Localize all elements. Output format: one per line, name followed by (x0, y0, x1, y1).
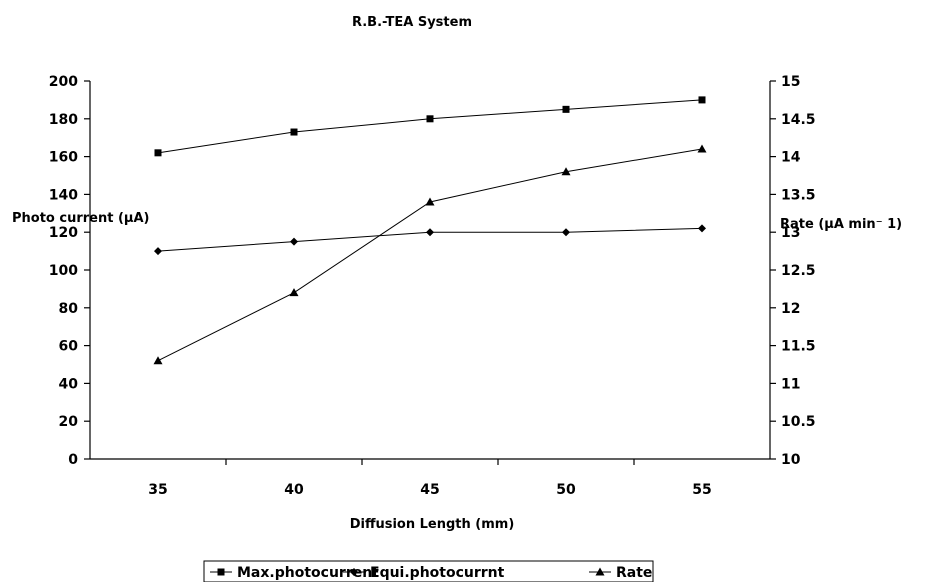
left-tick-label: 140 (49, 187, 78, 203)
series-square (154, 96, 706, 157)
series-line (157, 148, 703, 362)
right-tick-label: 12.5 (781, 263, 816, 279)
data-point (154, 149, 162, 157)
left-tick-label: 120 (49, 225, 78, 241)
left-y-ticks: 0 20 40 60 80 100 120 140 160 180 200 (49, 74, 90, 468)
legend-entry: Max.photocurrent (210, 565, 379, 581)
right-tick-label: 11 (781, 376, 800, 392)
right-y-ticks: 10 10.5 11 11.5 12 12.5 13 13.5 14 14.5 15 (770, 74, 816, 468)
right-tick-label: 14.5 (781, 112, 816, 128)
y-axis-left-title: Photo current (µA) (12, 211, 150, 226)
data-point (697, 144, 707, 153)
legend-marker (217, 568, 225, 576)
left-tick-label: 180 (49, 112, 78, 128)
y-axis-right-title: Rate (µA min⁻ 1) (780, 217, 902, 232)
legend-entry: Equi.photocurrnt (343, 565, 505, 581)
x-tick-label: 45 (420, 482, 439, 498)
legend-marker (350, 568, 358, 576)
legend-label: Max.photocurrent (237, 565, 379, 581)
series-line (157, 99, 703, 154)
left-tick-label: 80 (59, 301, 79, 317)
right-tick-label: 13.5 (781, 187, 816, 203)
left-tick-label: 0 (68, 452, 78, 468)
data-point (154, 247, 162, 256)
data-point (426, 228, 434, 237)
data-point (425, 197, 435, 206)
right-tick-label: 12 (781, 301, 800, 317)
series-triangle (153, 144, 707, 365)
legend-box (203, 560, 654, 582)
left-tick-label: 100 (49, 263, 78, 279)
data-point (426, 115, 434, 123)
x-tick-label: 50 (556, 482, 576, 498)
x-tick-label: 55 (692, 482, 711, 498)
data-point (562, 228, 570, 237)
right-tick-label: 14 (781, 150, 801, 166)
data-point (698, 224, 706, 233)
x-axis-title: Diffusion Length (mm) (350, 517, 515, 532)
axes (89, 81, 771, 460)
right-tick-label: 11.5 (781, 339, 816, 355)
chart-title: R.B.-TEA System (352, 15, 472, 30)
right-tick-label: 10.5 (781, 414, 816, 430)
data-point (561, 167, 571, 176)
data-point (289, 288, 299, 297)
data-point (698, 96, 706, 104)
data-point (153, 356, 163, 365)
right-tick-label: 15 (781, 74, 800, 90)
left-tick-label: 60 (59, 339, 79, 355)
legend-label: Rate (616, 565, 652, 581)
right-tick-label: 10 (781, 452, 801, 468)
left-tick-label: 40 (59, 376, 79, 392)
left-tick-label: 160 (49, 150, 78, 166)
data-point (290, 128, 298, 136)
legend-entry: Rate (589, 565, 652, 581)
data-point (290, 237, 298, 246)
x-tick-label: 35 (148, 482, 167, 498)
data-point (562, 105, 570, 113)
series-layer (153, 96, 707, 365)
right-tick-label: 13 (781, 225, 800, 241)
left-tick-label: 200 (49, 74, 78, 90)
legend-label: Equi.photocurrnt (370, 565, 505, 581)
x-tick-label: 40 (284, 482, 304, 498)
left-tick-label: 20 (59, 414, 79, 430)
x-ticks: 35 40 45 50 55 (148, 459, 712, 498)
series-diamond (154, 224, 706, 256)
legend-marker (595, 567, 605, 576)
